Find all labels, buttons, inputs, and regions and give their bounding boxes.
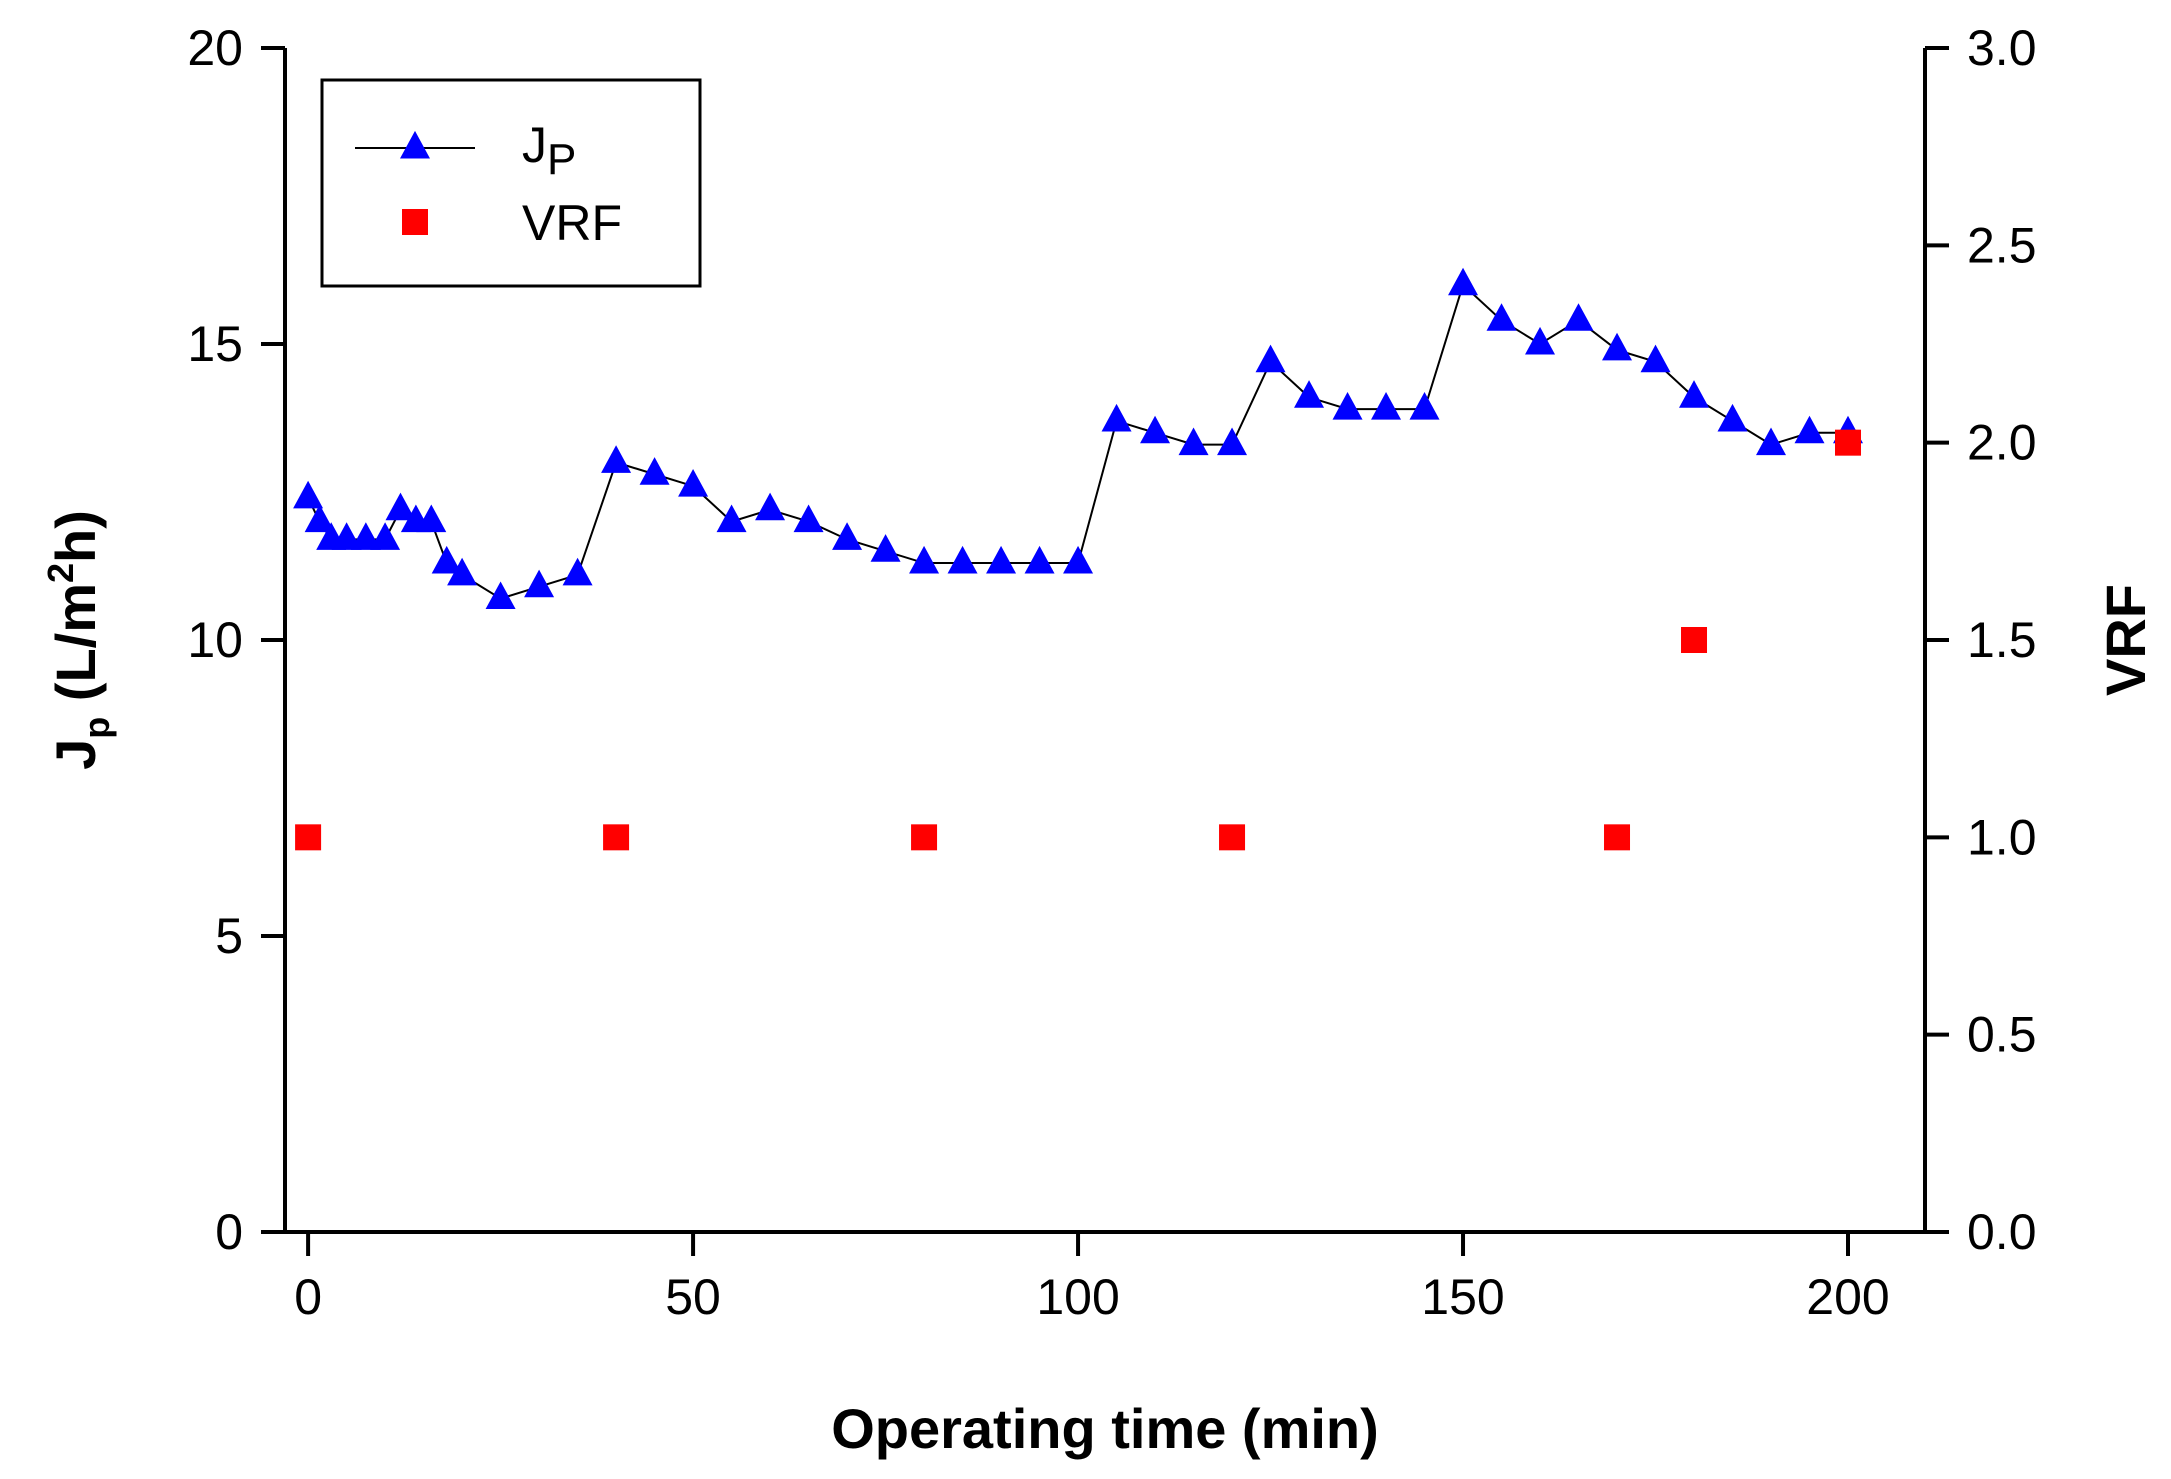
left-y-ticks: 0 5 10 15 20 — [187, 20, 285, 1260]
series-jp-point — [1294, 380, 1325, 408]
series-jp-point — [431, 545, 462, 574]
series-vrf-point — [911, 824, 938, 851]
series-jp-point — [562, 557, 593, 586]
x-tick-label: 0 — [294, 1269, 322, 1325]
series-jp-point — [832, 522, 863, 550]
series-jp-point — [1756, 427, 1787, 456]
series-jp-point — [1409, 392, 1440, 420]
series-jp-point — [304, 504, 335, 533]
left-y-axis-title-unit-end: h) — [44, 510, 107, 563]
legend-jp-label-subscript: P — [547, 135, 576, 184]
x-tick-label: 200 — [1806, 1269, 1889, 1325]
series-jp-point — [1448, 267, 1479, 296]
series-jp-point — [485, 581, 516, 610]
right-y-tick-label: 1.5 — [1967, 612, 2037, 668]
series-jp-point — [1255, 344, 1286, 373]
right-y-tick-label: 2.0 — [1967, 415, 2037, 471]
series-jp-point — [1217, 427, 1248, 456]
series-jp-point — [293, 480, 324, 509]
series-vrf-point — [1219, 824, 1246, 851]
series-jp-point — [870, 534, 901, 562]
series-jp-point — [1679, 380, 1710, 408]
left-y-axis-title-unit: (L/m — [44, 583, 107, 717]
series-jp-point — [1525, 326, 1556, 355]
left-y-axis-title-superscript: 2 — [40, 563, 81, 583]
series-jp-point — [1332, 392, 1363, 420]
right-y-axis-title: VRF — [2094, 584, 2157, 696]
x-tick-label: 150 — [1421, 1269, 1504, 1325]
x-tick-label: 100 — [1036, 1269, 1119, 1325]
left-y-axis-title-subscript: p — [76, 717, 117, 739]
series-jp-point — [755, 492, 786, 521]
series-vrf-point — [295, 824, 322, 851]
series-jp-point — [1024, 545, 1055, 574]
series-jp-point — [331, 522, 362, 550]
left-y-tick-label: 5 — [215, 908, 243, 964]
right-y-tick-label: 0.0 — [1967, 1204, 2037, 1260]
legend-jp-label: JP — [522, 117, 576, 184]
left-y-tick-label: 15 — [187, 316, 243, 372]
series-vrf-point — [603, 824, 630, 851]
series-jp-point — [350, 522, 381, 550]
series-vrf-point — [1604, 824, 1631, 851]
series-jp-point — [385, 492, 416, 521]
series-jp-point — [1486, 303, 1517, 331]
series-jp-point — [909, 545, 940, 574]
left-y-tick-label: 0 — [215, 1204, 243, 1260]
series-jp-point — [1063, 545, 1094, 574]
series-jp-point — [1717, 403, 1748, 432]
legend-jp-label-main: J — [522, 117, 547, 173]
series-jp-point — [370, 522, 401, 550]
right-y-tick-label: 1.0 — [1967, 809, 2037, 865]
legend-vrf-label: VRF — [522, 195, 622, 251]
series-jp-point — [1178, 427, 1209, 456]
right-y-ticks: 0.0 0.5 1.0 1.5 2.0 2.5 3.0 — [1925, 20, 2037, 1260]
left-y-tick-label: 20 — [187, 20, 243, 76]
right-y-tick-label: 3.0 — [1967, 20, 2037, 76]
series-jp-point — [1563, 303, 1594, 331]
series-jp-point — [1140, 415, 1171, 444]
series-jp-point — [524, 569, 555, 598]
x-tick-label: 50 — [665, 1269, 721, 1325]
series-jp-point — [416, 504, 447, 533]
series-jp-point — [1371, 392, 1402, 420]
series-jp-point — [986, 545, 1017, 574]
x-ticks: 0 50 100 150 200 — [294, 1232, 1890, 1325]
legend-box — [320, 78, 702, 288]
series-layer — [293, 267, 1864, 851]
left-y-tick-label: 10 — [187, 612, 243, 668]
series-jp-point — [678, 468, 709, 497]
series-vrf-point — [1681, 627, 1708, 653]
series-jp-point — [947, 545, 978, 574]
series-jp-point — [1794, 415, 1825, 444]
series-jp-point — [793, 504, 824, 533]
legend: JP VRF — [320, 78, 702, 288]
series-jp-point — [1640, 344, 1671, 373]
series-jp-point — [1101, 403, 1132, 432]
series-jp-point — [1602, 332, 1633, 361]
right-y-tick-label: 0.5 — [1967, 1007, 2037, 1063]
series-jp-point — [639, 457, 670, 485]
series-jp-point — [716, 504, 747, 533]
left-y-axis-title-main: J — [44, 739, 107, 770]
series-vrf-point — [1835, 429, 1862, 456]
x-axis-title: Operating time (min) — [831, 1397, 1379, 1460]
series-jp-point — [601, 445, 632, 473]
left-y-axis-title: Jp (L/m2h) — [40, 510, 117, 770]
legend-vrf-marker — [402, 209, 428, 235]
right-y-tick-label: 2.5 — [1967, 217, 2037, 273]
series-jp-point — [447, 557, 478, 586]
legend-jp-marker — [400, 130, 430, 159]
